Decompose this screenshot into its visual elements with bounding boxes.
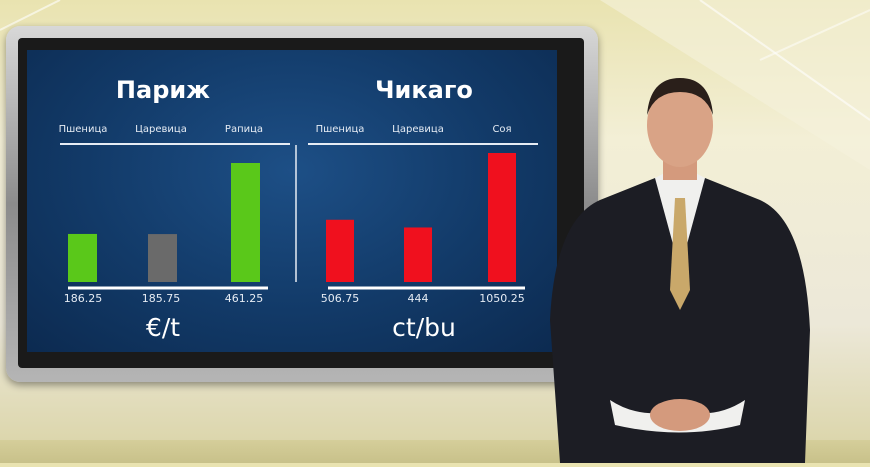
chart-title: Париж [116,76,210,104]
bar-Пшеница [326,219,354,282]
category-label: Царевица [135,124,187,135]
bar-Царевица [148,234,177,282]
bar-Пшеница [68,233,97,282]
suit [550,178,810,463]
unit-label: €/t [146,313,180,342]
bar-Соя [488,153,516,282]
category-label: Соя [492,124,511,135]
value-label: 461.25 [225,292,264,305]
hands [650,399,710,431]
category-label: Пшеница [59,124,108,135]
value-label: 185.75 [142,292,181,305]
presenter-figure [550,78,810,463]
monitor-screen: Париж Пшеница Царевица Рапица 186.25 185… [27,50,557,352]
hair [647,78,713,115]
chart-title: Чикаго [375,76,473,104]
value-label: 1050.25 [479,292,525,305]
chart-chicago: Чикаго Пшеница Царевица Соя 506.75 444 1… [308,76,538,342]
presenter [540,70,840,463]
chart-svg: Париж Пшеница Царевица Рапица 186.25 185… [59,76,538,342]
category-label: Рапица [225,124,263,135]
bar-Царевица [404,227,432,282]
value-label: 186.25 [64,292,103,305]
face [647,83,713,167]
chart-paris: Париж Пшеница Царевица Рапица 186.25 185… [59,76,290,342]
category-label: Царевица [392,124,444,135]
unit-label: ct/bu [392,313,456,342]
value-label: 506.75 [321,292,360,305]
value-label: 444 [408,292,429,305]
tie [670,198,690,310]
category-label: Пшеница [316,124,365,135]
bar-Рапица [231,163,260,282]
